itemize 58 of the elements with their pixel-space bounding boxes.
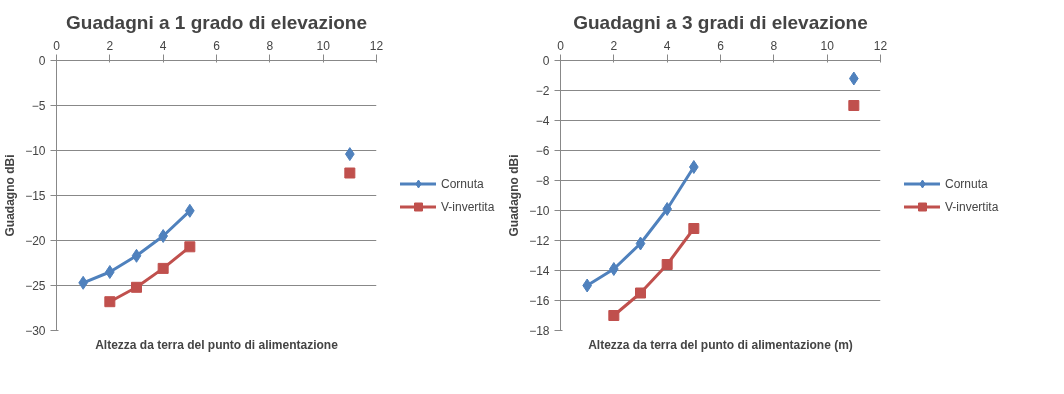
point [635,287,646,299]
y-tick-label: −10 [25,144,46,158]
y-tick-label: 0 [542,54,550,68]
y-tick-label: −5 [31,99,46,113]
y-tick-label: −12 [529,234,550,248]
x-tick-label: 4 [663,38,671,53]
y-tick-label: −15 [25,189,46,203]
point [662,202,672,216]
point [158,229,168,243]
y-tick-label: −25 [25,279,46,293]
x-axis-title: Altezza da terra del punto di alimentazione [95,337,339,352]
x-tick-label: 12 [873,38,888,53]
point [661,259,673,270]
y-tick-label: −30 [25,324,46,338]
point [609,262,619,276]
x-axis-title: Altezza da terra del punto di alimentazione (m) [588,337,853,352]
point [635,236,646,251]
y-tick-label: −18 [529,324,550,338]
x-tick-label: 2 [610,38,618,53]
x-tick-label: 2 [106,38,114,53]
chart-title: Guadagni a 3 gradi di elevazione [573,11,868,33]
y-tick-label: −10 [529,204,550,218]
point [184,241,196,253]
x-tick-label: 10 [316,38,331,53]
point [104,296,116,308]
legend-label: V-invertita [945,199,999,214]
y-tick-label: −8 [535,174,550,188]
x-tick-label: 10 [820,38,835,53]
point [131,248,142,263]
x-tick-label: 6 [213,38,221,53]
x-tick-label: 8 [770,38,778,53]
x-tick-label: 0 [557,38,565,53]
y-tick-label: 0 [38,54,46,68]
y-tick-label: −6 [535,144,550,158]
point [848,100,860,111]
point [688,223,700,234]
y-tick-label: −20 [25,234,46,248]
y-axis-title: Guadagno dBi [3,154,18,237]
chart-title: Guadagni a 1 grado di elevazione [66,11,367,33]
point [608,310,620,321]
point [105,265,115,279]
point [131,281,142,293]
x-tick-label: 0 [53,38,61,53]
legend-label: Cornuta [945,176,988,191]
x-tick-label: 8 [266,38,274,53]
x-tick-label: 4 [159,38,167,53]
y-tick-label: −14 [529,264,550,278]
point [689,160,699,174]
y-axis-title: Guadagno dBi [507,154,522,237]
y-tick-label: −4 [535,114,550,128]
x-tick-label: 6 [717,38,725,53]
point [157,262,169,274]
x-tick-label: 12 [369,38,384,53]
legend-label: Cornuta [441,176,484,191]
legend-label: V-invertita [441,199,495,214]
y-tick-label: −16 [529,294,550,308]
point [344,167,356,179]
y-tick-label: −2 [535,84,550,98]
